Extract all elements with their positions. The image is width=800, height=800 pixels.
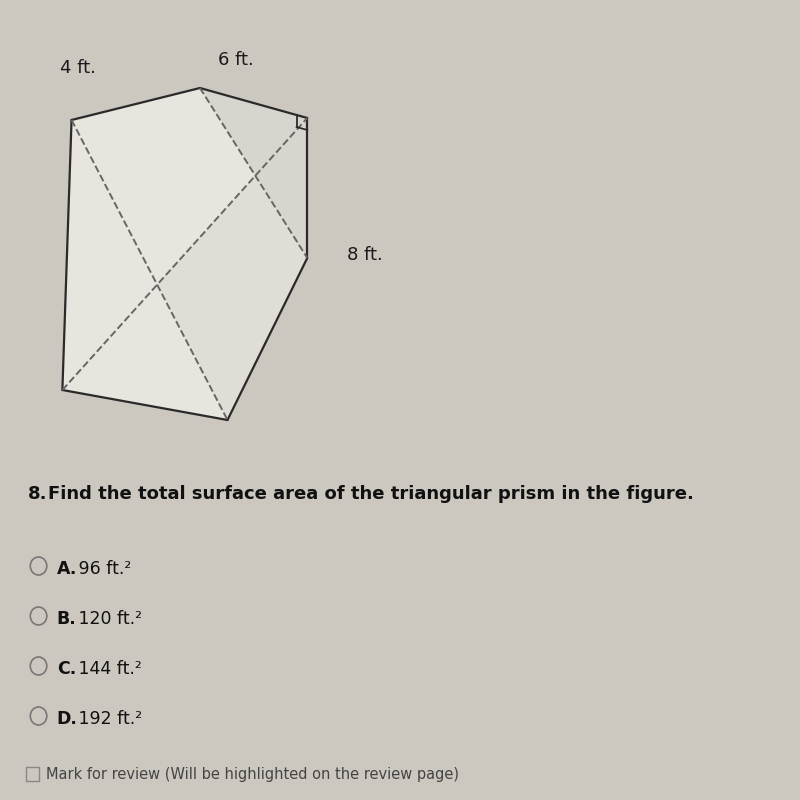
Polygon shape xyxy=(200,88,307,258)
Text: 192 ft.²: 192 ft.² xyxy=(74,710,142,728)
Text: Find the total surface area of the triangular prism in the figure.: Find the total surface area of the trian… xyxy=(48,485,694,503)
Text: A.: A. xyxy=(57,560,78,578)
Text: Mark for review (Will be highlighted on the review page): Mark for review (Will be highlighted on … xyxy=(46,766,459,782)
Polygon shape xyxy=(62,118,307,420)
Text: 8 ft.: 8 ft. xyxy=(346,246,382,264)
Text: 8.: 8. xyxy=(27,485,47,503)
Text: 96 ft.²: 96 ft.² xyxy=(74,560,132,578)
Text: D.: D. xyxy=(57,710,78,728)
Text: 6 ft.: 6 ft. xyxy=(218,51,254,69)
Text: 4 ft.: 4 ft. xyxy=(60,59,95,77)
Text: 120 ft.²: 120 ft.² xyxy=(74,610,142,628)
Polygon shape xyxy=(62,120,227,420)
Polygon shape xyxy=(62,88,307,390)
Text: B.: B. xyxy=(57,610,77,628)
Text: C.: C. xyxy=(57,660,76,678)
Polygon shape xyxy=(71,88,307,420)
Text: 144 ft.²: 144 ft.² xyxy=(74,660,142,678)
